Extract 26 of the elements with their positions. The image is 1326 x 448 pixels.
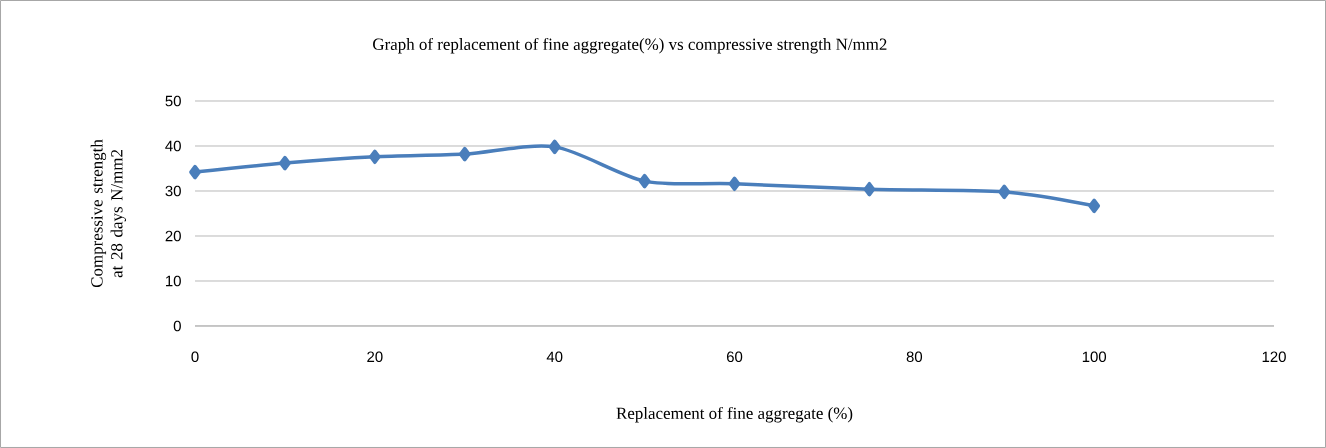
x-tick-label: 120 [1262,351,1286,363]
point [189,164,201,180]
y-tick-label: 0 [173,320,181,332]
point [638,173,651,189]
y-tick-label: 10 [166,275,181,287]
x-tick-label: 40 [546,351,563,363]
point [998,184,1011,200]
point [863,181,876,197]
y-tick-label: 50 [165,95,181,107]
point [458,146,471,162]
x-tick-label: 0 [191,351,199,363]
x-tick-label: 100 [1082,351,1107,363]
point [548,139,561,155]
x-tick-label: 60 [726,351,743,363]
chart-title: Graph of replacement of fine aggregate(%) vs compressive strength N/mm2 [373,37,887,54]
y-tick-label: 40 [165,140,181,152]
y-axis-title: Compressive strength at 28 days N/mm2 [90,139,127,288]
x-tick-label: 20 [367,351,383,363]
point [279,155,291,171]
point [1088,198,1101,214]
y-tick-label: 20 [165,230,181,242]
x-axis-title: Replacement of fine aggregate (%) [616,406,853,423]
point [728,176,741,192]
y-tick-label: 30 [165,185,181,197]
x-tick-label: 80 [906,351,923,363]
point [368,149,381,165]
